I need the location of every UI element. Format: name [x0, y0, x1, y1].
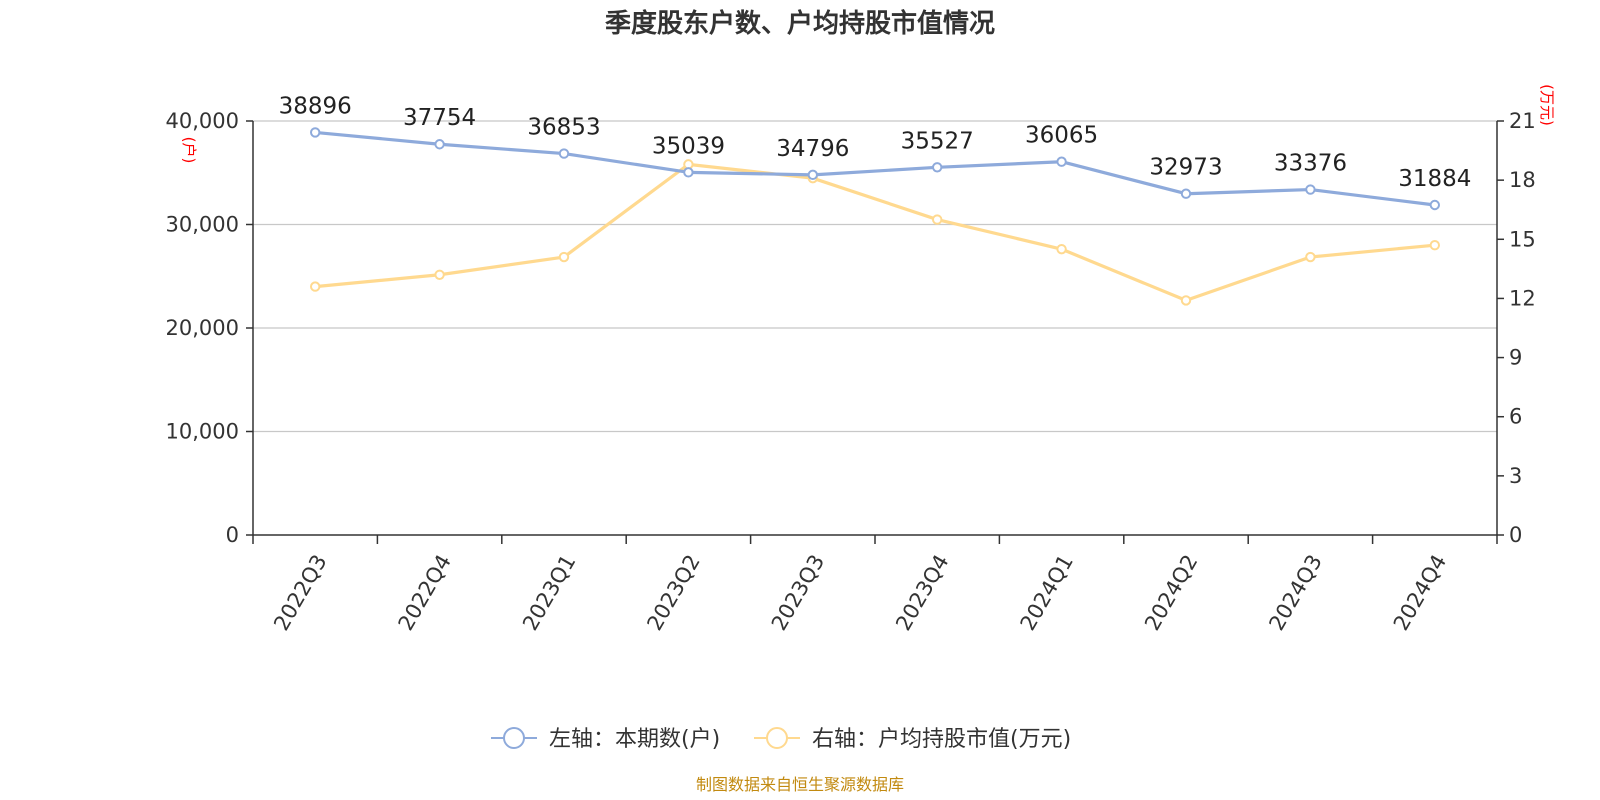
- x-tick-label: 2024Q4: [1389, 551, 1451, 635]
- series-line-right: [315, 162, 1435, 302]
- legend-marker-icon: [766, 727, 788, 749]
- data-labels: 38896 37754 36853 35039 34796 35527 36065 32973…: [279, 93, 1472, 192]
- x-tick-label: 2023Q1: [518, 551, 580, 635]
- legend-label: 左轴：本期数(户): [549, 727, 720, 752]
- right-tick-label: 18: [1509, 168, 1536, 192]
- data-label: 34796: [776, 136, 849, 162]
- x-tick-label: 2023Q4: [891, 551, 953, 635]
- right-tick-label: 12: [1509, 286, 1536, 310]
- data-point-left: [310, 127, 321, 138]
- data-point-left: [807, 169, 818, 181]
- x-tick-label: 2024Q2: [1140, 551, 1202, 635]
- legend[interactable]: 左轴：本期数(户) 右轴：户均持股市值(万元): [491, 727, 1071, 752]
- right-tick-label: 21: [1509, 109, 1536, 133]
- right-tick-label: 3: [1509, 464, 1522, 488]
- x-tick-label: 2023Q3: [767, 551, 829, 635]
- data-point-right: [558, 251, 570, 263]
- data-label: 36065: [1025, 123, 1098, 149]
- data-point-left: [1180, 188, 1192, 199]
- right-axis-unit: (万元): [1538, 84, 1556, 126]
- data-label: 35527: [901, 128, 974, 154]
- data-label: 31884: [1398, 166, 1471, 192]
- left-tick-label: 10,000: [166, 420, 239, 444]
- series-points: [310, 127, 1441, 306]
- data-point-right: [1180, 295, 1192, 306]
- data-point-left: [1305, 184, 1316, 195]
- right-axis-ticks: 0 3 6 9 12 15 18 21: [1497, 109, 1536, 547]
- data-point-left: [932, 162, 943, 173]
- left-axis-unit: (户): [180, 137, 198, 164]
- chart-title: 季度股东户数、户均持股市值情况: [605, 8, 995, 39]
- right-tick-label: 15: [1509, 227, 1536, 251]
- x-tick-label: 2022Q3: [269, 551, 331, 635]
- data-point-right: [1429, 240, 1441, 251]
- x-tick-label: 2024Q3: [1264, 551, 1326, 635]
- left-tick-label: 30,000: [166, 213, 239, 237]
- data-point-left: [1429, 199, 1441, 211]
- right-tick-label: 0: [1509, 523, 1522, 547]
- data-point-left: [1056, 156, 1067, 167]
- data-point-right: [932, 214, 943, 225]
- data-point-right: [310, 281, 321, 292]
- data-point-right: [1056, 243, 1067, 255]
- legend-marker-icon: [503, 727, 525, 749]
- data-point-left: [558, 148, 570, 159]
- left-tick-label: 20,000: [166, 316, 239, 340]
- data-label: 38896: [279, 93, 352, 119]
- left-tick-label: 0: [226, 523, 239, 547]
- data-point-left: [434, 139, 445, 150]
- x-tick-label: 2024Q1: [1016, 551, 1078, 635]
- series-lines: [315, 130, 1435, 302]
- data-point-right: [434, 269, 445, 280]
- series-line-left: [315, 130, 1435, 207]
- data-point-left: [683, 167, 694, 178]
- legend-item-right[interactable]: 右轴：户均持股市值(万元): [754, 727, 1071, 752]
- left-tick-label: 40,000: [166, 109, 239, 133]
- legend-label: 右轴：户均持股市值(万元): [812, 727, 1071, 752]
- x-tick-label: 2023Q2: [642, 551, 704, 635]
- x-tick-label: 2022Q4: [394, 551, 456, 635]
- source-note: 制图数据来自恒生聚源数据库: [696, 775, 904, 794]
- data-label: 33376: [1274, 151, 1347, 177]
- x-axis-ticks: 2022Q3 2022Q4 2023Q1 2023Q2 2023Q3 2023Q4 2024…: [252, 535, 1498, 635]
- data-point-right: [1305, 251, 1316, 263]
- grid: [253, 120, 1497, 433]
- data-label: 36853: [527, 115, 600, 141]
- left-axis-ticks: 0 10,000 20,000 30,000 40,000: [166, 109, 253, 547]
- right-tick-label: 6: [1509, 405, 1522, 429]
- data-label: 37754: [403, 105, 476, 131]
- legend-item-left[interactable]: 左轴：本期数(户): [491, 727, 720, 752]
- data-label: 32973: [1149, 155, 1222, 181]
- right-tick-label: 9: [1509, 346, 1522, 370]
- data-label: 35039: [652, 133, 725, 159]
